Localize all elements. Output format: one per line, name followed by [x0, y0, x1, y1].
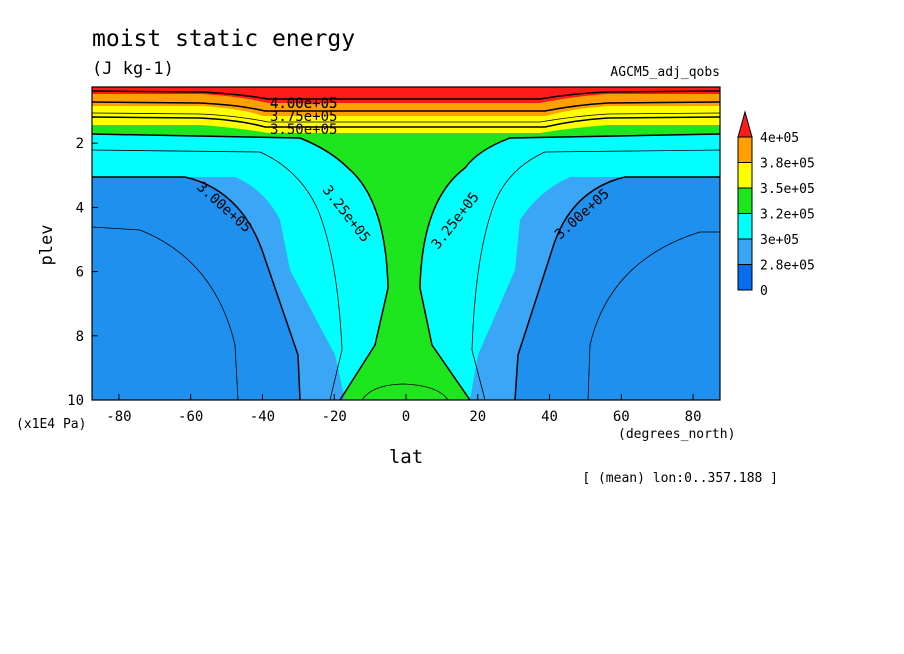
x-tick-label: 60	[613, 409, 630, 425]
colorbar-label: 3.2e+05	[760, 208, 815, 223]
colorbar-label: 3e+05	[760, 233, 799, 248]
y-tick-label: 10	[67, 393, 84, 409]
chart-title: moist static energy	[92, 26, 355, 52]
y-axis-label: plev	[37, 225, 57, 266]
y-tick-label: 8	[76, 329, 84, 345]
averaging-note: [ (mean) lon:0..357.188 ]	[582, 471, 778, 486]
colorbar-swatch	[737, 187, 753, 214]
colorbar: 0 2.8e+05 3e+05 3.2e+05 3.5e+05 3.8e+05 4e+05	[737, 110, 815, 299]
colorbar-swatch	[737, 213, 753, 240]
colorbar-swatch	[737, 110, 753, 138]
x-tick-label: -60	[178, 409, 203, 425]
y-tick-label: 2	[76, 136, 84, 152]
x-axis-label: lat	[389, 446, 423, 468]
y-axis-units: (x1E4 Pa)	[16, 417, 86, 432]
chart-units: (J kg-1)	[92, 59, 174, 79]
colorbar-label: 2.8e+05	[760, 259, 815, 274]
colorbar-swatch	[737, 264, 753, 291]
y-axis-ticks: 2 4 6 8 10	[67, 136, 98, 409]
colorbar-swatch	[737, 162, 753, 189]
plot-area: 4.00e+05 3.75e+05 3.50e+05 3.25e+05 3.25…	[92, 87, 720, 400]
x-tick-label: 40	[541, 409, 558, 425]
x-tick-label: -40	[250, 409, 275, 425]
x-tick-label: 80	[685, 409, 702, 425]
band-red	[92, 87, 720, 103]
colorbar-label: 4e+05	[760, 131, 799, 146]
y-tick-label: 4	[76, 200, 84, 216]
x-axis-ticks: -80 -60 -40 -20 0 20 40 60 80	[106, 394, 702, 425]
contour-label-375k: 3.75e+05	[270, 109, 337, 125]
x-tick-label: 0	[402, 409, 410, 425]
contour-label-400k: 4.00e+05	[270, 96, 337, 112]
x-axis-units: (degrees_north)	[618, 427, 735, 442]
contour-lines	[92, 90, 720, 400]
y-tick-label: 6	[76, 265, 84, 281]
dataset-label: AGCM5_adj_qobs	[610, 65, 720, 80]
x-tick-label: -20	[322, 409, 347, 425]
x-tick-label: -80	[106, 409, 131, 425]
colorbar-label: 3.5e+05	[760, 182, 815, 197]
colorbar-label: 0	[760, 284, 768, 299]
colorbar-swatch	[737, 238, 753, 265]
colorbar-label: 3.8e+05	[760, 157, 815, 172]
colorbar-swatch	[737, 136, 753, 163]
contour-label-350k: 3.50e+05	[270, 122, 337, 138]
band-deep-blue	[92, 177, 720, 400]
x-tick-label: 20	[469, 409, 486, 425]
